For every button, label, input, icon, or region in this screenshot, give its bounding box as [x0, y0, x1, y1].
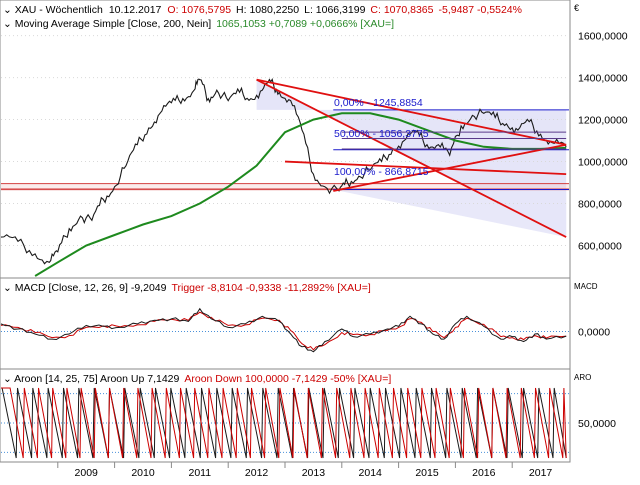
sma-line	[34, 112, 567, 277]
axis-layer: 1600,0000 1400,0000 1200,0000 1000,0000 800,…	[57, 31, 628, 479]
aroon-legend-icon: ⌄	[3, 373, 14, 385]
macd-line	[0, 307, 567, 353]
x-tick-label: 2013	[302, 467, 326, 479]
aroon-tag: ARO	[574, 373, 591, 382]
x-tick-label: 2016	[472, 467, 496, 479]
channel-line-3	[333, 143, 567, 192]
channel-line-1	[256, 78, 567, 146]
price-y-tick: 1600,0000	[578, 31, 628, 43]
header-change: -5,9487 -0,5524%	[438, 4, 521, 16]
price-y-tick: 1400,0000	[578, 73, 628, 85]
header-low: L: 1066,3199	[304, 4, 365, 16]
macd-layer	[0, 307, 569, 353]
macd-trigger-label: Trigger -8,8104 -0,9338 -11,2892% [XAU=]	[171, 282, 370, 294]
aroon-layer	[1, 387, 569, 459]
header-symbol: ⌄ XAU - Wöchentlich 10.12.2017 O: 1076,579…	[3, 4, 522, 16]
macd-tag: MACD	[574, 282, 598, 291]
header-high: H: 1080,2250	[236, 4, 299, 16]
channel-line-2	[284, 160, 567, 176]
macd-legend: ⌄ MACD [Close, 12, 26, 9] -9,2049 Trigger…	[3, 282, 371, 294]
header-open: O: 1076,5795	[167, 4, 231, 16]
x-tick-label: 2015	[415, 467, 439, 479]
aroon-down-line	[1, 387, 567, 459]
price-y-tick: 1200,0000	[578, 115, 628, 127]
aroon-up-line	[1, 387, 567, 459]
price-y-tick: 600,0000	[578, 241, 622, 253]
sma-legend-icon: ⌄	[3, 18, 15, 30]
aroon-legend-label: Aroon [14, 25, 75] Aroon Up 7,1429	[14, 373, 179, 385]
macd-legend-label: MACD [Close, 12, 26, 9] -9,2049	[15, 282, 167, 294]
header-icon: ⌄	[3, 4, 15, 16]
aroon-legend: ⌄ Aroon [14, 25, 75] Aroon Up 7,1429 Aroo…	[3, 373, 391, 385]
currency-symbol: €	[574, 3, 579, 13]
header-symbol-text: XAU - Wöchentlich	[15, 4, 103, 16]
aroon-down-label: Aroon Down 100,0000 -7,1429 -50% [XAU=]	[184, 373, 391, 385]
fib-label-100: 100,00% - 866,8715	[334, 166, 429, 178]
price-line	[0, 77, 567, 265]
sma-legend-values: 1065,1053 +0,7089 +0,0666% [XAU=]	[216, 18, 394, 30]
x-tick-label: 2010	[131, 467, 155, 479]
sma-legend: ⌄ Moving Average Simple [Close, 200, Nei…	[3, 18, 394, 30]
x-tick-label: 2014	[359, 467, 383, 479]
macd-y-tick: 0,0000	[578, 327, 610, 339]
header-date: 10.12.2017	[109, 4, 162, 16]
fib-label-0: 0,00% - 1245,8854	[334, 97, 423, 109]
price-layer	[0, 35, 569, 277]
fib-label-50: 50,00% - 1056,3775	[334, 128, 429, 140]
x-tick-label: 2017	[529, 467, 553, 479]
x-tick-label: 2009	[75, 467, 99, 479]
sma-legend-label: Moving Average Simple [Close, 200, Nein]	[15, 18, 212, 30]
x-tick-label: 2012	[245, 467, 269, 479]
header-close: C: 1070,8365	[370, 4, 433, 16]
macd-legend-icon: ⌄	[3, 282, 15, 294]
channel-line-0	[256, 78, 567, 238]
support-band	[1, 183, 569, 190]
price-y-tick: 800,0000	[578, 199, 622, 211]
x-tick-label: 2011	[189, 467, 212, 479]
price-y-tick: 1000,0000	[578, 157, 628, 169]
lower-shade	[333, 189, 567, 238]
aroon-y-tick: 50,0000	[578, 418, 616, 430]
